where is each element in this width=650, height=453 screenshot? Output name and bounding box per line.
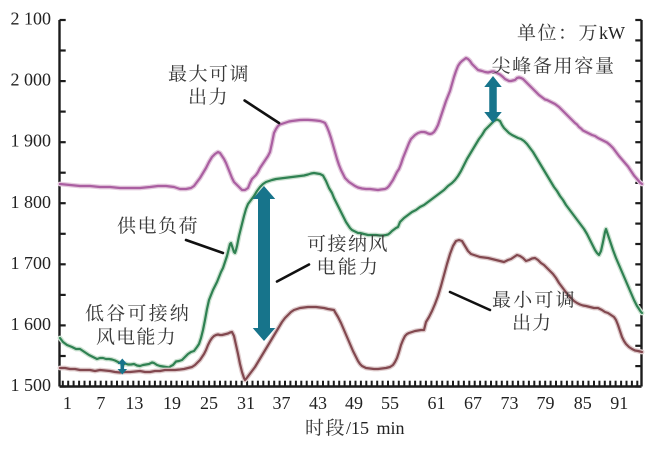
svg-text:2 100: 2 100 [11, 9, 52, 29]
svg-text:31: 31 [237, 393, 255, 413]
svg-text:25: 25 [200, 393, 218, 413]
svg-text:1 800: 1 800 [11, 192, 52, 212]
svg-text:73: 73 [501, 393, 519, 413]
svg-text:19: 19 [163, 393, 181, 413]
svg-text:1: 1 [63, 393, 72, 413]
svg-text:13: 13 [125, 393, 143, 413]
svg-text:37: 37 [273, 393, 291, 413]
svg-text:55: 55 [381, 393, 399, 413]
svg-text:79: 79 [537, 393, 555, 413]
svg-text:1 700: 1 700 [11, 253, 52, 273]
svg-text:43: 43 [309, 393, 327, 413]
svg-text:67: 67 [464, 393, 482, 413]
svg-text:1 500: 1 500 [11, 375, 52, 395]
svg-text:1 900: 1 900 [11, 131, 52, 151]
svg-text:85: 85 [574, 393, 592, 413]
svg-text:/15 min: /15 min [346, 418, 405, 438]
svg-text:91: 91 [610, 393, 628, 413]
svg-text:61: 61 [428, 393, 446, 413]
svg-text:49: 49 [345, 393, 363, 413]
svg-text:1 600: 1 600 [11, 314, 52, 334]
svg-text:kW: kW [599, 23, 625, 43]
svg-text:2 000: 2 000 [11, 70, 52, 90]
svg-text:7: 7 [96, 393, 105, 413]
